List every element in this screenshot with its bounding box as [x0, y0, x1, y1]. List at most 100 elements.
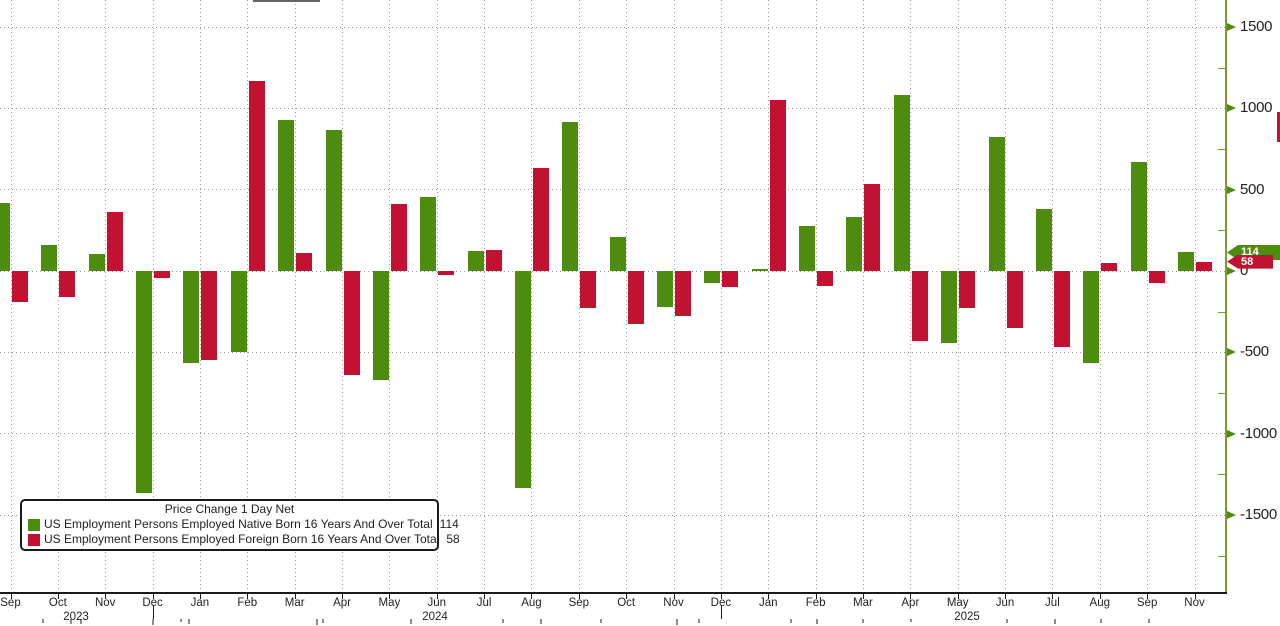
bar-foreign-born[interactable]	[769, 100, 786, 271]
v-gridline	[1147, 0, 1149, 592]
bar-foreign-born[interactable]	[675, 271, 692, 316]
v-gridline	[673, 0, 675, 592]
x-axis-tick	[247, 592, 249, 599]
y-axis-arrow-icon	[1227, 267, 1236, 275]
v-gridline	[1099, 0, 1101, 592]
bar-foreign-born[interactable]	[296, 253, 313, 271]
plot-area[interactable]: Price Change 1 Day Net US Employment Per…	[0, 0, 1225, 592]
bar-native-born[interactable]	[325, 130, 342, 271]
bar-foreign-born[interactable]	[532, 167, 549, 271]
h-gridline	[0, 189, 1225, 191]
y-axis-label: -1000	[1240, 424, 1277, 442]
x-axis-tick	[626, 592, 628, 599]
x-axis-tick	[152, 592, 154, 599]
bar-native-born[interactable]	[0, 202, 10, 271]
x-axis-tick	[199, 592, 201, 599]
y-axis-arrow-icon	[1227, 185, 1236, 194]
v-gridline	[1005, 0, 1007, 592]
x-axis-month-label: Apr	[333, 597, 351, 609]
clipped-bar-fragment	[1277, 112, 1280, 142]
bar-native-born[interactable]	[1035, 209, 1052, 271]
y-axis-arrow-icon	[1227, 104, 1236, 113]
clipped-content-fragment	[502, 619, 504, 623]
bar-foreign-born[interactable]	[580, 271, 597, 309]
h-gridline	[0, 107, 1225, 109]
bar-native-born[interactable]	[799, 226, 816, 271]
v-gridline	[199, 0, 201, 592]
y-axis-line	[1225, 0, 1227, 594]
x-axis-tick	[1005, 592, 1007, 599]
bar-native-born[interactable]	[278, 119, 295, 271]
bar-foreign-born[interactable]	[1053, 271, 1070, 347]
bar-foreign-born[interactable]	[864, 183, 881, 271]
bar-foreign-born[interactable]	[390, 204, 407, 271]
bar-native-born[interactable]	[372, 271, 389, 380]
bar-foreign-born[interactable]	[343, 271, 360, 376]
bar-foreign-born[interactable]	[154, 271, 171, 279]
bar-foreign-born[interactable]	[438, 271, 455, 276]
bar-native-born[interactable]	[562, 122, 579, 271]
bar-native-born[interactable]	[893, 95, 910, 271]
bar-native-born[interactable]	[657, 271, 674, 307]
y-axis-arrow-icon	[1227, 348, 1236, 357]
bar-native-born[interactable]	[751, 269, 768, 271]
bar-foreign-born[interactable]	[1006, 271, 1023, 328]
bar-native-born[interactable]	[1130, 162, 1147, 271]
y-axis-label: 1000	[1240, 99, 1273, 117]
bar-native-born[interactable]	[41, 244, 58, 271]
x-axis-month-label: Nov	[1184, 597, 1205, 609]
bar-foreign-born[interactable]	[817, 271, 834, 286]
x-axis-tick	[1099, 592, 1101, 599]
x-axis-tick	[10, 592, 12, 599]
bar-foreign-born[interactable]	[722, 271, 739, 288]
x-axis-month-label: Jun	[995, 597, 1015, 609]
bar-foreign-born[interactable]	[485, 249, 502, 271]
bar-foreign-born[interactable]	[1196, 261, 1212, 271]
x-axis-tick	[910, 592, 912, 599]
v-gridline	[10, 0, 12, 592]
clipped-content-fragment	[180, 619, 182, 622]
bar-native-born[interactable]	[514, 271, 531, 489]
x-axis-month-label: Aug	[521, 597, 542, 609]
legend-box: Price Change 1 Day Net US Employment Per…	[20, 499, 460, 551]
bar-native-born[interactable]	[88, 253, 105, 271]
clipped-content-fragment	[676, 619, 678, 625]
bar-native-born[interactable]	[1083, 271, 1100, 363]
bar-foreign-born[interactable]	[959, 271, 976, 308]
bar-native-born[interactable]	[1178, 252, 1194, 271]
bar-native-born[interactable]	[941, 271, 958, 343]
bar-native-born[interactable]	[230, 271, 247, 353]
v-gridline	[957, 0, 959, 592]
bar-native-born[interactable]	[704, 271, 721, 284]
bar-native-born[interactable]	[609, 236, 626, 271]
bar-native-born[interactable]	[136, 271, 153, 494]
bar-foreign-born[interactable]	[59, 271, 76, 298]
bar-foreign-born[interactable]	[1148, 271, 1165, 284]
bar-native-born[interactable]	[420, 196, 437, 271]
x-axis-tick	[1052, 592, 1054, 599]
y-axis-arrow-icon	[1227, 511, 1236, 519]
legend-item-foreign-born[interactable]: US Employment Persons Employed Foreign B…	[28, 532, 460, 547]
bar-foreign-born[interactable]	[12, 271, 28, 302]
bar-foreign-born[interactable]	[201, 271, 218, 361]
bar-foreign-born[interactable]	[1101, 262, 1118, 271]
bar-native-born[interactable]	[183, 271, 200, 363]
x-axis-tick	[1147, 592, 1149, 599]
bar-foreign-born[interactable]	[627, 271, 644, 324]
x-axis-tick	[57, 592, 59, 599]
bar-native-born[interactable]	[467, 250, 484, 271]
bar-foreign-born[interactable]	[106, 212, 123, 271]
v-gridline	[578, 0, 580, 592]
v-gridline	[1052, 0, 1054, 592]
clipped-content-fragment	[80, 619, 82, 624]
x-axis-month-label: Jun	[427, 597, 446, 609]
v-gridline	[342, 0, 344, 592]
bar-native-born[interactable]	[846, 217, 863, 271]
legend-item-native-born[interactable]: US Employment Persons Employed Native Bo…	[28, 517, 459, 532]
bar-foreign-born[interactable]	[911, 271, 928, 341]
clipped-content-fragment	[42, 619, 44, 623]
y-axis-minor-tick	[1218, 67, 1225, 69]
bar-foreign-born[interactable]	[248, 80, 265, 271]
bar-native-born[interactable]	[988, 136, 1005, 271]
